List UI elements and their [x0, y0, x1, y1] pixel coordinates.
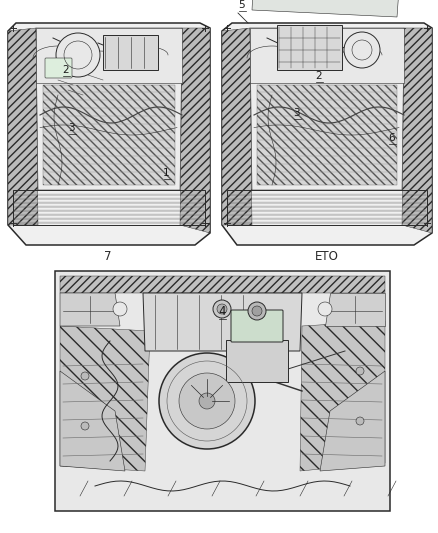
Circle shape	[318, 302, 332, 316]
Polygon shape	[320, 371, 385, 471]
Text: 7: 7	[104, 251, 112, 263]
Text: 1: 1	[163, 168, 170, 178]
Polygon shape	[143, 293, 302, 351]
FancyBboxPatch shape	[45, 58, 72, 78]
Polygon shape	[300, 321, 385, 471]
Text: 2: 2	[315, 71, 321, 81]
Circle shape	[356, 417, 364, 425]
Polygon shape	[60, 276, 385, 293]
Circle shape	[56, 33, 100, 77]
Polygon shape	[402, 28, 432, 233]
Circle shape	[217, 304, 227, 314]
Polygon shape	[8, 28, 38, 225]
Text: 5: 5	[238, 0, 245, 10]
Text: 4: 4	[218, 305, 226, 318]
Circle shape	[179, 373, 235, 429]
Circle shape	[356, 367, 364, 375]
Text: 3: 3	[68, 123, 74, 133]
Text: 3: 3	[293, 108, 300, 118]
Polygon shape	[180, 28, 210, 233]
Text: 2: 2	[62, 65, 69, 75]
Polygon shape	[257, 85, 397, 185]
Polygon shape	[250, 28, 404, 83]
FancyBboxPatch shape	[231, 310, 283, 342]
Circle shape	[113, 302, 127, 316]
Circle shape	[213, 300, 231, 318]
Polygon shape	[222, 23, 432, 245]
FancyBboxPatch shape	[226, 340, 288, 382]
Circle shape	[199, 393, 215, 409]
Circle shape	[81, 372, 89, 380]
Polygon shape	[55, 271, 390, 511]
Polygon shape	[222, 28, 252, 225]
Polygon shape	[60, 371, 125, 471]
Polygon shape	[36, 28, 182, 83]
Polygon shape	[43, 85, 175, 185]
Text: ETO: ETO	[315, 251, 339, 263]
Circle shape	[248, 302, 266, 320]
Polygon shape	[60, 326, 150, 471]
Polygon shape	[60, 293, 120, 326]
Polygon shape	[325, 293, 385, 326]
Polygon shape	[36, 28, 182, 190]
Polygon shape	[250, 28, 404, 190]
Circle shape	[159, 353, 255, 449]
Polygon shape	[252, 0, 400, 17]
Circle shape	[344, 32, 380, 68]
Circle shape	[81, 422, 89, 430]
Text: 6: 6	[388, 133, 395, 143]
FancyBboxPatch shape	[277, 25, 342, 70]
FancyBboxPatch shape	[103, 35, 158, 70]
Polygon shape	[8, 23, 210, 245]
Circle shape	[252, 306, 262, 316]
